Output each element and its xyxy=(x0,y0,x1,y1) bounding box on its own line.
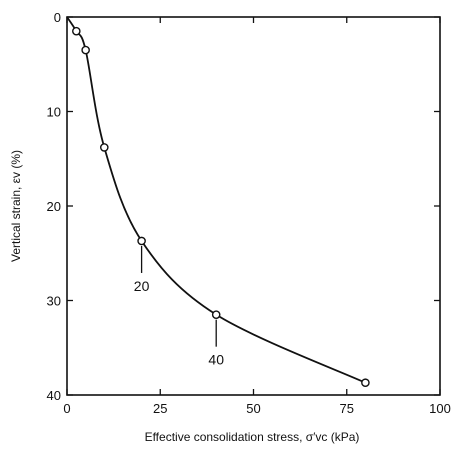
y-tick-label: 0 xyxy=(54,10,61,25)
y-tick-label: 20 xyxy=(47,199,61,214)
y-tick-label: 40 xyxy=(47,388,61,403)
x-axis-title: Effective consolidation stress, σ′vc (kP… xyxy=(145,430,360,444)
data-point xyxy=(81,45,90,55)
y-tick-label: 10 xyxy=(47,105,61,120)
annotation-label: 40 xyxy=(208,352,224,368)
data-point xyxy=(211,310,221,319)
y-tick-label: 30 xyxy=(47,294,61,309)
marker-layer xyxy=(72,26,370,388)
x-tick-label: 50 xyxy=(246,401,260,416)
x-tick-label: 25 xyxy=(153,401,167,416)
data-point xyxy=(361,378,370,388)
tick-layer: 0 25 50 75 100 0 10 20 30 40 xyxy=(47,10,451,416)
x-tick-label: 0 xyxy=(63,401,70,416)
annotation-label: 20 xyxy=(134,278,150,294)
data-point xyxy=(137,236,146,246)
x-tick-label: 100 xyxy=(429,401,451,416)
data-point xyxy=(72,26,81,36)
data-point xyxy=(100,143,109,152)
x-tick-label: 75 xyxy=(340,401,354,416)
y-axis-title: Vertical strain, εv (%) xyxy=(9,150,23,262)
